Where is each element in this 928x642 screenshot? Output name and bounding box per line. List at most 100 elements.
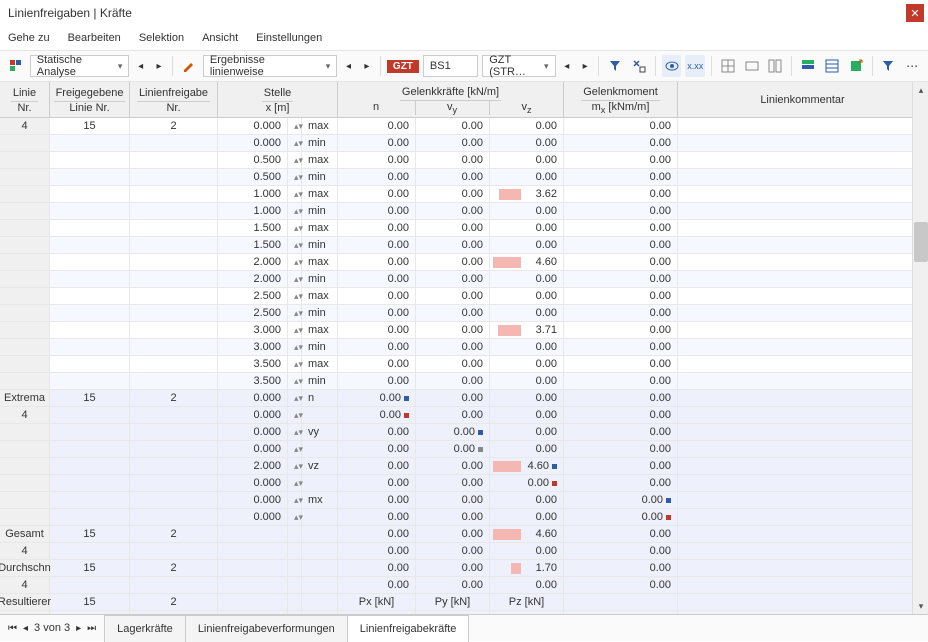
- table-row[interactable]: 3.500▴▾ min 0.00 0.00 0.00 0.00: [0, 373, 928, 390]
- table-row[interactable]: 4 0.000▴▾ 0.00 0.00 0.00 0.00: [0, 407, 928, 424]
- cell: [302, 441, 338, 457]
- table-row[interactable]: 1.500▴▾ min 0.00 0.00 0.00 0.00: [0, 237, 928, 254]
- vertical-scrollbar[interactable]: ▴ ▾: [912, 82, 928, 614]
- nav-next-2[interactable]: ▸: [360, 55, 374, 77]
- spinner[interactable]: ▴▾: [288, 237, 302, 253]
- close-button[interactable]: ✕: [906, 4, 924, 22]
- spinner[interactable]: ▴▾: [288, 356, 302, 372]
- spinner[interactable]: ▴▾: [288, 373, 302, 389]
- nav-prev[interactable]: ◂: [133, 55, 147, 77]
- spinner[interactable]: ▴▾: [288, 203, 302, 219]
- decimal-icon[interactable]: x.xx: [685, 55, 705, 77]
- spinner[interactable]: ▴▾: [288, 390, 302, 406]
- table-row[interactable]: 3.500▴▾ max 0.00 0.00 0.00 0.00: [0, 356, 928, 373]
- menu-gehezu[interactable]: Gehe zu: [8, 32, 50, 44]
- grid3-icon[interactable]: [766, 55, 786, 77]
- analysis-dropdown[interactable]: Statische Analyse ▾: [30, 55, 130, 77]
- tab-verformungen[interactable]: Linienfreigabeverformungen: [185, 615, 348, 642]
- table-row[interactable]: 2.500▴▾ min 0.00 0.00 0.00 0.00: [0, 305, 928, 322]
- table-row[interactable]: Durchschn 15 2 0.00 0.00 1.70 0.00: [0, 560, 928, 577]
- color-icon[interactable]: [798, 55, 818, 77]
- cell: min: [302, 203, 338, 219]
- nav-next-3[interactable]: ▸: [578, 55, 592, 77]
- tab-kraefte[interactable]: Linienfreigabekräfte: [347, 615, 470, 642]
- pager-last[interactable]: ⏭: [87, 623, 96, 634]
- pager-first[interactable]: ⏮: [8, 623, 17, 634]
- spinner[interactable]: ▴▾: [288, 407, 302, 423]
- spinner[interactable]: ▴▾: [288, 288, 302, 304]
- spinner[interactable]: ▴▾: [288, 458, 302, 474]
- cell: 0.00: [564, 577, 678, 593]
- eye-icon[interactable]: [662, 55, 682, 77]
- pager-next[interactable]: ▸: [76, 623, 81, 634]
- grid2-icon[interactable]: [742, 55, 762, 77]
- nav-prev-2[interactable]: ◂: [341, 55, 355, 77]
- combo-label: GZT (STR…: [489, 54, 540, 78]
- scroll-thumb[interactable]: [914, 222, 928, 262]
- grid1-icon[interactable]: [718, 55, 738, 77]
- spinner[interactable]: ▴▾: [288, 441, 302, 457]
- export-icon[interactable]: [846, 55, 866, 77]
- spinner[interactable]: ▴▾: [288, 186, 302, 202]
- results-dropdown[interactable]: Ergebnisse linienweise ▾: [203, 55, 337, 77]
- table-row[interactable]: 1.500▴▾ max 0.00 0.00 0.00 0.00: [0, 220, 928, 237]
- table-row[interactable]: 1.000▴▾ max 0.00 0.00 3.62 0.00: [0, 186, 928, 203]
- table-row[interactable]: 3.000▴▾ min 0.00 0.00 0.00 0.00: [0, 339, 928, 356]
- table-row[interactable]: 2.000▴▾ vz 0.00 0.00 4.60 0.00: [0, 458, 928, 475]
- combo-dropdown[interactable]: GZT (STR… ▾: [482, 55, 555, 77]
- cell: 4: [0, 543, 50, 559]
- spinner[interactable]: ▴▾: [288, 254, 302, 270]
- table-row[interactable]: 1.000▴▾ min 0.00 0.00 0.00 0.00: [0, 203, 928, 220]
- table-icon[interactable]: [822, 55, 842, 77]
- spinner[interactable]: ▴▾: [288, 322, 302, 338]
- table-row[interactable]: 0.000▴▾ mx 0.00 0.00 0.00 0.00: [0, 492, 928, 509]
- scroll-down-icon[interactable]: ▾: [913, 598, 928, 614]
- table-row[interactable]: 2.500▴▾ max 0.00 0.00 0.00 0.00: [0, 288, 928, 305]
- filter-icon[interactable]: [605, 55, 625, 77]
- tab-lagerkraefte[interactable]: Lagerkräfte: [104, 615, 186, 642]
- spinner[interactable]: ▴▾: [288, 118, 302, 134]
- spinner[interactable]: ▴▾: [288, 424, 302, 440]
- spinner[interactable]: ▴▾: [288, 475, 302, 491]
- spinner[interactable]: ▴▾: [288, 169, 302, 185]
- table-row[interactable]: 2.000▴▾ min 0.00 0.00 0.00 0.00: [0, 271, 928, 288]
- pager-prev[interactable]: ◂: [23, 623, 28, 634]
- spinner[interactable]: ▴▾: [288, 339, 302, 355]
- pencil-icon[interactable]: [179, 55, 199, 77]
- menu-ansicht[interactable]: Ansicht: [202, 32, 238, 44]
- spinner[interactable]: ▴▾: [288, 135, 302, 151]
- scroll-up-icon[interactable]: ▴: [913, 82, 928, 98]
- find-icon[interactable]: [629, 55, 649, 77]
- table-row[interactable]: 0.000▴▾ min 0.00 0.00 0.00 0.00: [0, 135, 928, 152]
- table-row[interactable]: Extrema 15 2 0.000▴▾ n 0.00 0.00 0.00 0.…: [0, 390, 928, 407]
- menu-bearbeiten[interactable]: Bearbeiten: [68, 32, 121, 44]
- analysis-icon[interactable]: [6, 55, 26, 77]
- nav-next[interactable]: ▸: [152, 55, 166, 77]
- table-row[interactable]: 0.500▴▾ max 0.00 0.00 0.00 0.00: [0, 152, 928, 169]
- table-row[interactable]: 4 0.00 0.00 0.00 0.00: [0, 543, 928, 560]
- spinner[interactable]: ▴▾: [288, 220, 302, 236]
- table-row[interactable]: 0.000▴▾ 0.00 0.00 0.00 0.00: [0, 509, 928, 526]
- spinner[interactable]: ▴▾: [288, 152, 302, 168]
- table-row[interactable]: 4 15 2 0.000▴▾ max 0.00 0.00 0.00 0.00: [0, 118, 928, 135]
- table-row[interactable]: 0.000▴▾ 0.00 0.00 0.00 0.00: [0, 475, 928, 492]
- table-row[interactable]: 4 0.00 0.00 0.00 0.00: [0, 577, 928, 594]
- table-row[interactable]: 2.000▴▾ max 0.00 0.00 4.60 0.00: [0, 254, 928, 271]
- table-row[interactable]: 0.500▴▾ min 0.00 0.00 0.00 0.00: [0, 169, 928, 186]
- spinner[interactable]: ▴▾: [288, 305, 302, 321]
- pin-icon[interactable]: [878, 55, 898, 77]
- menu-selektion[interactable]: Selektion: [139, 32, 184, 44]
- bs-dropdown[interactable]: BS1: [423, 55, 478, 77]
- table-row[interactable]: 0.000▴▾ vy 0.00 0.00 0.00 0.00: [0, 424, 928, 441]
- nav-prev-3[interactable]: ◂: [560, 55, 574, 77]
- table-row[interactable]: Resultierer 15 2 Px [kN] Py [kN] Pz [kN]: [0, 594, 928, 611]
- spinner[interactable]: ▴▾: [288, 509, 302, 525]
- spinner[interactable]: ▴▾: [288, 271, 302, 287]
- spinner[interactable]: ▴▾: [288, 492, 302, 508]
- table-row[interactable]: Gesamt 15 2 0.00 0.00 4.60 0.00: [0, 526, 928, 543]
- table-row[interactable]: 0.000▴▾ 0.00 0.00 0.00 0.00: [0, 441, 928, 458]
- more-icon[interactable]: ⋯: [902, 55, 922, 77]
- table-row[interactable]: 3.000▴▾ max 0.00 0.00 3.71 0.00: [0, 322, 928, 339]
- menu-einstellungen[interactable]: Einstellungen: [256, 32, 322, 44]
- cell: [50, 339, 130, 355]
